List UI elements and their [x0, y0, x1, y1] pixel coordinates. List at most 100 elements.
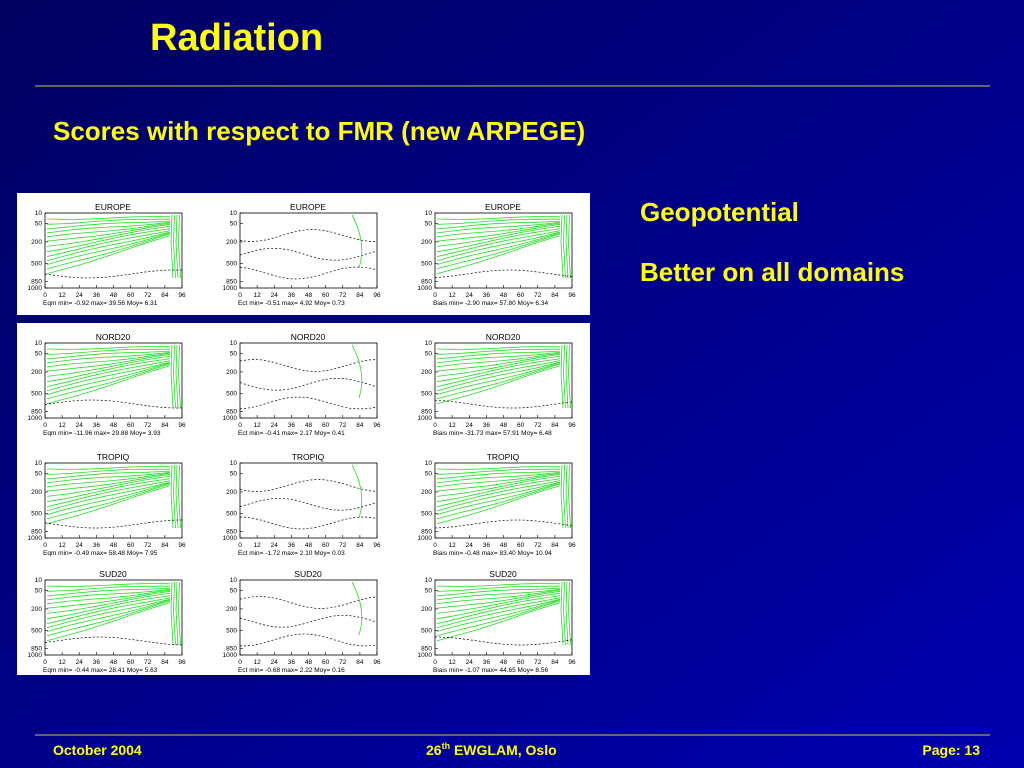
- contour-line: [175, 581, 179, 646]
- x-tick-label: 60: [322, 422, 330, 429]
- contour-line: [565, 581, 569, 646]
- x-tick-label: 84: [551, 542, 559, 549]
- panel-title: TROPIQ: [487, 452, 520, 462]
- y-tick-label: 1000: [418, 415, 433, 422]
- x-tick-label: 0: [433, 659, 437, 666]
- panel-stats: Biais min= -0.48 max= 83.40 Moy= 10.94: [433, 550, 552, 557]
- x-tick-label: 60: [127, 292, 135, 299]
- contour-line: [568, 581, 571, 646]
- contour-line: [351, 464, 363, 519]
- contour-line: [436, 485, 561, 525]
- x-tick-label: 0: [238, 292, 242, 299]
- contour-line: [434, 636, 573, 646]
- event-suffix: th: [442, 741, 451, 751]
- x-tick-label: 0: [238, 422, 242, 429]
- y-tick-label: 200: [31, 489, 42, 496]
- x-tick-label: 12: [254, 422, 262, 429]
- contour-line: [46, 485, 171, 525]
- contour-line: [436, 348, 560, 355]
- panel-stats: Biais min= -1.07 max= 44.65 Moy= 8.56: [433, 667, 548, 674]
- footer-event: 26th EWGLAM, Oslo: [426, 741, 557, 758]
- contour-line: [46, 589, 171, 605]
- y-tick-label: 10: [230, 577, 238, 584]
- y-tick-label: 1000: [223, 535, 238, 542]
- contour-line: [351, 214, 363, 269]
- panel-title: NORD20: [291, 332, 326, 342]
- y-tick-label: 1000: [223, 285, 238, 292]
- x-tick-label: 0: [433, 542, 437, 549]
- x-tick-label: 36: [93, 422, 101, 429]
- x-tick-label: 24: [271, 659, 279, 666]
- x-tick-label: 48: [305, 292, 313, 299]
- x-tick-label: 24: [271, 542, 279, 549]
- contour-line: [436, 600, 561, 637]
- x-tick-label: 0: [433, 292, 437, 299]
- contour-line: [436, 346, 561, 350]
- y-tick-label: 500: [31, 628, 42, 635]
- contour-line: [239, 614, 378, 628]
- y-tick-label: 500: [421, 628, 432, 635]
- y-tick-label: 500: [421, 511, 432, 518]
- x-tick-label: 72: [339, 292, 347, 299]
- y-tick-label: 500: [226, 511, 237, 518]
- contour-line: [178, 464, 181, 529]
- contour-line: [436, 472, 561, 488]
- x-tick-label: 36: [93, 659, 101, 666]
- y-tick-label: 500: [31, 511, 42, 518]
- contour-line: [436, 471, 561, 484]
- y-tick-label: 500: [421, 391, 432, 398]
- contour-line: [46, 225, 171, 247]
- contour-line: [46, 361, 171, 392]
- x-tick-label: 24: [466, 292, 474, 299]
- x-tick-label: 48: [500, 422, 508, 429]
- panel-title: EUROPE: [95, 202, 131, 212]
- x-tick-label: 96: [178, 659, 186, 666]
- panel-stats: Ect min= -0.68 max= 2.22 Moy= 0.16: [238, 667, 345, 674]
- contour-line: [563, 214, 566, 279]
- y-tick-label: 1000: [28, 415, 43, 422]
- contour-line: [46, 218, 170, 225]
- x-tick-label: 36: [288, 292, 296, 299]
- x-tick-label: 96: [178, 542, 186, 549]
- y-tick-label: 50: [230, 220, 238, 227]
- x-tick-label: 0: [43, 422, 47, 429]
- x-tick-label: 36: [483, 659, 491, 666]
- panel-stats: Eqm min= -0.92 max= 39.56 Moy= 6.31: [43, 300, 158, 307]
- contour-line: [436, 473, 561, 492]
- contour-line: [436, 466, 561, 470]
- x-tick-label: 24: [76, 422, 84, 429]
- contour-line: [436, 468, 560, 475]
- contour-line: [46, 220, 171, 230]
- x-tick-label: 60: [322, 292, 330, 299]
- footer-page: Page: 13: [922, 742, 980, 758]
- contour-line: [173, 581, 176, 646]
- y-tick-label: 10: [230, 460, 238, 467]
- x-tick-label: 0: [433, 422, 437, 429]
- x-tick-label: 36: [288, 659, 296, 666]
- x-tick-label: 36: [93, 292, 101, 299]
- contour-line: [46, 346, 171, 350]
- x-tick-label: 0: [43, 292, 47, 299]
- y-tick-label: 10: [35, 340, 43, 347]
- x-tick-label: 60: [127, 659, 135, 666]
- contour-line: [175, 464, 179, 529]
- contour-line: [46, 352, 171, 368]
- x-tick-label: 24: [76, 292, 84, 299]
- y-tick-label: 10: [425, 460, 433, 467]
- y-tick-label: 500: [421, 261, 432, 268]
- contour-line: [46, 216, 171, 220]
- contour-line: [563, 464, 566, 529]
- contour-line: [436, 351, 561, 364]
- y-tick-label: 1000: [223, 415, 238, 422]
- y-tick-label: 50: [425, 220, 433, 227]
- contour-line: [239, 247, 378, 261]
- x-tick-label: 96: [373, 292, 381, 299]
- x-tick-label: 60: [322, 542, 330, 549]
- x-tick-label: 72: [534, 659, 542, 666]
- y-tick-label: 850: [31, 278, 42, 285]
- contour-line: [46, 475, 171, 497]
- x-tick-label: 72: [144, 542, 152, 549]
